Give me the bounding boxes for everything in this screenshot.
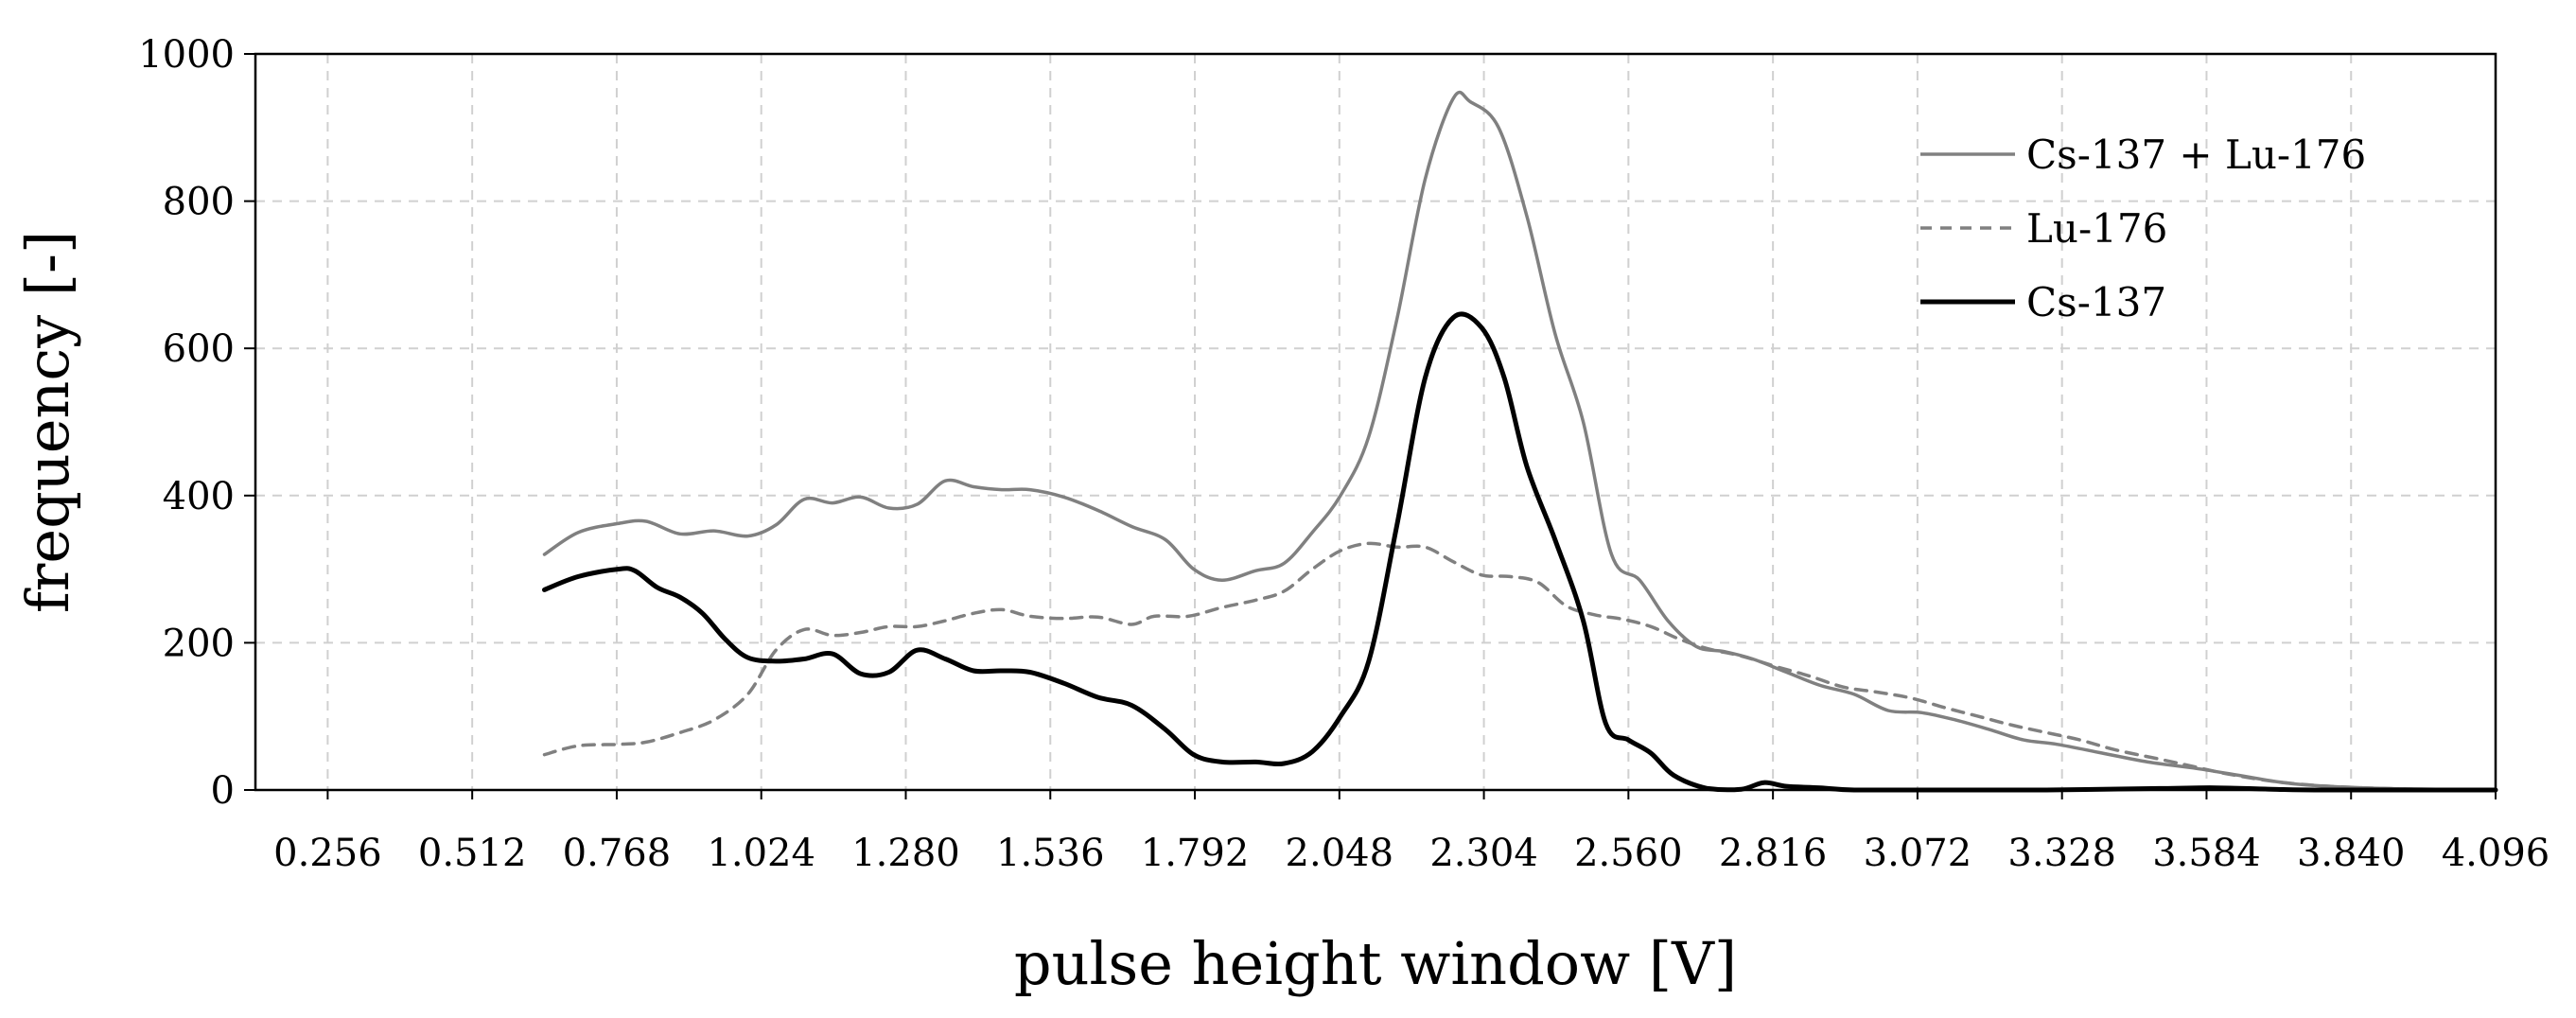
y-tick-label: 0 [211,769,235,813]
legend-label-lu-176: Lu-176 [2026,205,2167,252]
legend-label-cs-137: Cs-137 [2026,279,2166,325]
y-axis-title: frequency [-] [13,231,82,613]
x-tick-label: 1.280 [851,832,960,875]
legend-label-cs-137-lu-176: Cs-137 + Lu-176 [2026,132,2366,178]
x-tick-label: 3.840 [2297,832,2406,875]
x-tick-label: 2.304 [1429,832,1538,875]
series-line-cs-137-lu-176 [542,90,2497,792]
y-tick-label: 400 [163,475,235,518]
y-axis-ticks: 0 200 400 600 800 1000 [138,33,255,813]
x-tick-label: 3.584 [2152,832,2261,875]
series-line-lu-176 [542,541,2497,792]
y-tick-label: 1000 [138,33,235,77]
x-tick-label: 0.768 [563,832,672,875]
y-tick-label: 800 [163,181,235,224]
series-line-cs-137 [542,311,2498,793]
y-tick-label: 200 [163,622,235,665]
series-lines [542,90,2498,793]
x-tick-label: 2.048 [1286,832,1394,875]
x-tick-label: 0.256 [273,832,382,875]
plot-area-frame [254,52,2497,792]
x-axis-title: pulse height window [V] [1014,929,1737,998]
x-tick-label: 0.512 [418,832,527,875]
grid [255,54,2496,790]
x-tick-label: 3.328 [2007,832,2116,875]
x-tick-label: 3.072 [1864,832,1972,875]
x-tick-label: 4.096 [2442,832,2550,875]
x-tick-label: 2.816 [1719,832,1828,875]
x-axis-ticks: 0.256 0.512 0.768 1.024 1.280 1.536 1.792 2.048… [273,790,2550,875]
legend: Cs-137 + Lu-176 Lu-176 Cs-137 [1920,132,2366,325]
x-tick-label: 1.792 [1141,832,1250,875]
x-tick-label: 2.560 [1574,832,1683,875]
y-tick-label: 600 [163,327,235,371]
x-tick-label: 1.536 [996,832,1105,875]
x-tick-label: 1.024 [707,832,815,875]
